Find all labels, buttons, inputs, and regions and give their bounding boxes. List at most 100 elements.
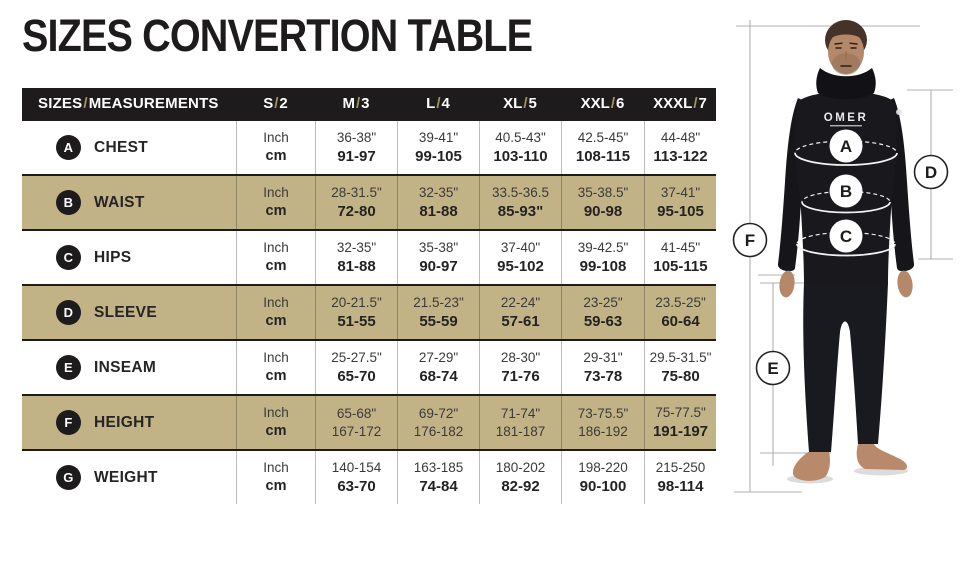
unit-cm-label: cm: [265, 312, 287, 329]
value-cm: 91-97: [337, 147, 376, 165]
row-label-cell: E INSEAM: [22, 341, 236, 394]
hood-collar: [816, 68, 876, 99]
value-inch: 25-27.5": [331, 349, 382, 365]
value-cell: 75-77.5" 191-197: [644, 396, 716, 449]
unit-inch-label: Inch: [263, 130, 289, 146]
value-cm: 51-55: [337, 312, 376, 330]
svg-text:A: A: [840, 137, 852, 156]
slash-separator: /: [83, 95, 88, 112]
row-badge-e: E: [56, 355, 81, 380]
value-inch: 180-202: [495, 459, 546, 475]
value-inch: 73-75.5": [577, 405, 629, 421]
unit-inch-label: Inch: [263, 350, 289, 366]
value-inch: 42.5-45": [577, 129, 629, 145]
value-cell: 39-41" 99-105: [397, 121, 479, 174]
row-sleeve: D SLEEVE Inch cm 20-21.5" 51-55 21.5-23" 55-59 2…: [22, 284, 716, 339]
value-inch: 40.5-43": [495, 129, 546, 145]
value-cm: 75-80: [661, 367, 700, 385]
value-cm: 103-110: [493, 147, 548, 165]
value-inch: 198-220: [578, 459, 628, 475]
unit-cm-label: cm: [265, 477, 287, 494]
value-cell: 40.5-43" 103-110: [479, 121, 561, 174]
header-size-xxxl-7: XXXL/7: [653, 95, 707, 112]
unit-cm-label: cm: [265, 422, 287, 439]
row-label-text: HEIGHT: [94, 413, 155, 431]
value-cell: 21.5-23" 55-59: [397, 286, 479, 339]
value-cell: 37-40" 95-102: [479, 231, 561, 284]
unit-inch-label: Inch: [263, 405, 289, 421]
value-cell: 37-41" 95-105: [644, 176, 716, 229]
slash-separator: /: [610, 95, 615, 112]
value-cell: 198-220 90-100: [561, 451, 644, 504]
slash-separator: /: [693, 95, 698, 112]
value-cell: 140-154 63-70: [315, 451, 397, 504]
slash-separator: /: [523, 95, 528, 112]
value-cm: 74-84: [419, 477, 458, 495]
unit-cell: Inch cm: [236, 121, 315, 174]
unit-cell: Inch cm: [236, 176, 315, 229]
value-inch: 28-31.5": [331, 184, 382, 200]
row-label-cell: D SLEEVE: [22, 286, 236, 339]
value-cell: 29.5-31.5" 75-80: [644, 341, 716, 394]
value-cm: 186-192: [578, 423, 628, 439]
row-label-text: SLEEVE: [94, 303, 157, 321]
value-inch: 33.5-36.5: [491, 184, 550, 200]
row-badge-g: G: [56, 465, 81, 490]
value-cell: 32-35" 81-88: [315, 231, 397, 284]
value-cell: 28-30" 71-76: [479, 341, 561, 394]
value-cm: 99-108: [579, 257, 627, 275]
unit-cell: Inch cm: [236, 286, 315, 339]
unit-cell: Inch cm: [236, 451, 315, 504]
header-size-xl-5: XL/5: [503, 95, 537, 112]
row-chest: A CHEST Inch cm 36-38" 91-97 39-41" 99-105 40.5-…: [22, 119, 716, 174]
value-inch: 27-29": [418, 349, 459, 365]
value-cm: 72-80: [337, 202, 376, 220]
row-badge-f: F: [56, 410, 81, 435]
left-hand: [779, 270, 795, 298]
value-cell: 32-35" 81-88: [397, 176, 479, 229]
svg-text:F: F: [745, 231, 755, 250]
row-label-text: CHEST: [94, 138, 149, 156]
value-cell: 215-250 98-114: [644, 451, 716, 504]
value-cell: 42.5-45" 108-115: [561, 121, 644, 174]
value-cm: 181-187: [495, 423, 546, 439]
value-cell: 163-185 74-84: [397, 451, 479, 504]
value-inch: 41-45": [660, 239, 701, 255]
value-cm: 81-88: [337, 257, 376, 275]
value-cm: 99-105: [415, 147, 462, 165]
value-inch: 65-68": [336, 405, 377, 421]
value-inch: 32-35": [336, 239, 377, 255]
value-cell: 35-38.5" 90-98: [561, 176, 644, 229]
value-inch: 37-40": [500, 239, 541, 255]
unit-inch-label: Inch: [263, 295, 289, 311]
row-height: F HEIGHT Inch cm 65-68" 167-172 69-72" 176-182 7…: [22, 394, 716, 449]
row-badge-c: C: [56, 245, 81, 270]
slash-separator: /: [355, 95, 361, 112]
figure-svg: OMER A B C D E: [732, 20, 953, 493]
unit-cell: Inch cm: [236, 341, 315, 394]
unit-inch-label: Inch: [263, 240, 289, 256]
svg-text:B: B: [840, 182, 852, 201]
unit-cell: Inch cm: [236, 396, 315, 449]
row-label-text: WEIGHT: [94, 468, 158, 486]
value-cm: 108-115: [575, 147, 631, 165]
value-inch: 23-25": [583, 294, 623, 310]
row-label-cell: G WEIGHT: [22, 451, 236, 504]
value-inch: 44-48": [660, 129, 701, 145]
value-cm: 98-114: [657, 477, 704, 495]
header-size-xxl-6: XXL/6: [580, 95, 625, 112]
header-measurements-label: SIZES/MEASUREMENTS: [38, 95, 219, 112]
value-cell: 23.5-25" 60-64: [644, 286, 716, 339]
left-foot: [792, 452, 830, 481]
value-inch: 29-31": [583, 349, 623, 365]
value-cm: 85-93": [497, 202, 544, 220]
value-cm: 60-64: [661, 312, 700, 330]
table-header-row: SIZES/MEASUREMENTS S/2 M/3 L/4 XL/5 XXL/6 XXXL…: [22, 88, 716, 119]
brand-logo: OMER: [824, 112, 869, 124]
page-title: SIZES CONVERTION TABLE: [22, 10, 533, 61]
marker-sleeve-D: D: [913, 154, 949, 190]
value-inch: 35-38.5": [577, 184, 629, 200]
row-badge-a: A: [56, 135, 81, 160]
value-cell: 35-38" 90-97: [397, 231, 479, 284]
row-label-cell: A CHEST: [22, 121, 236, 174]
